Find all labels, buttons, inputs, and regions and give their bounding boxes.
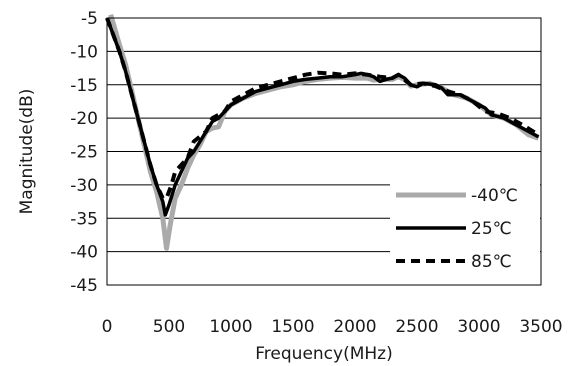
x-tick-label: 2000 (333, 317, 376, 337)
y-tick-label: -45 (70, 276, 98, 296)
series-line-2 (105, 17, 540, 217)
y-tick-label: -20 (70, 109, 98, 129)
legend-label-1: -40℃ (471, 186, 518, 206)
x-axis-title: Frequency(MHz) (255, 344, 392, 364)
plot-area-frame (106, 17, 542, 286)
y-tick-label: -5 (81, 9, 98, 29)
series-line-3 (105, 17, 540, 201)
x-tick-label: 3500 (519, 317, 562, 337)
x-tick-label: 3000 (457, 317, 500, 337)
y-tick-label: -40 (70, 243, 98, 263)
y-tick-label: -10 (70, 42, 98, 62)
legend-label-2: 25℃ (471, 219, 512, 239)
legend: -40℃ 25℃ 85℃ (390, 176, 540, 281)
x-tick-label: 1000 (209, 317, 252, 337)
x-tick-label: 0 (102, 317, 113, 337)
y-axis-title: Magnitude(dB) (17, 89, 37, 215)
series-layer (105, 14, 540, 251)
x-tick-label: 1500 (271, 317, 314, 337)
y-tick-labels: -5 -10 -15 -20 -25 -30 -35 -40 -45 (70, 9, 98, 296)
y-tick-label: -35 (70, 209, 98, 229)
x-tick-label: 2500 (395, 317, 438, 337)
x-tick-labels: 0 500 1000 1500 2000 2500 3000 3500 (102, 317, 563, 337)
y-tick-label: -30 (70, 176, 98, 196)
legend-label-3: 85℃ (471, 252, 512, 272)
x-tick-label: 500 (153, 317, 185, 337)
y-tick-label: -15 (70, 76, 98, 96)
y-tick-label: -25 (70, 143, 98, 163)
